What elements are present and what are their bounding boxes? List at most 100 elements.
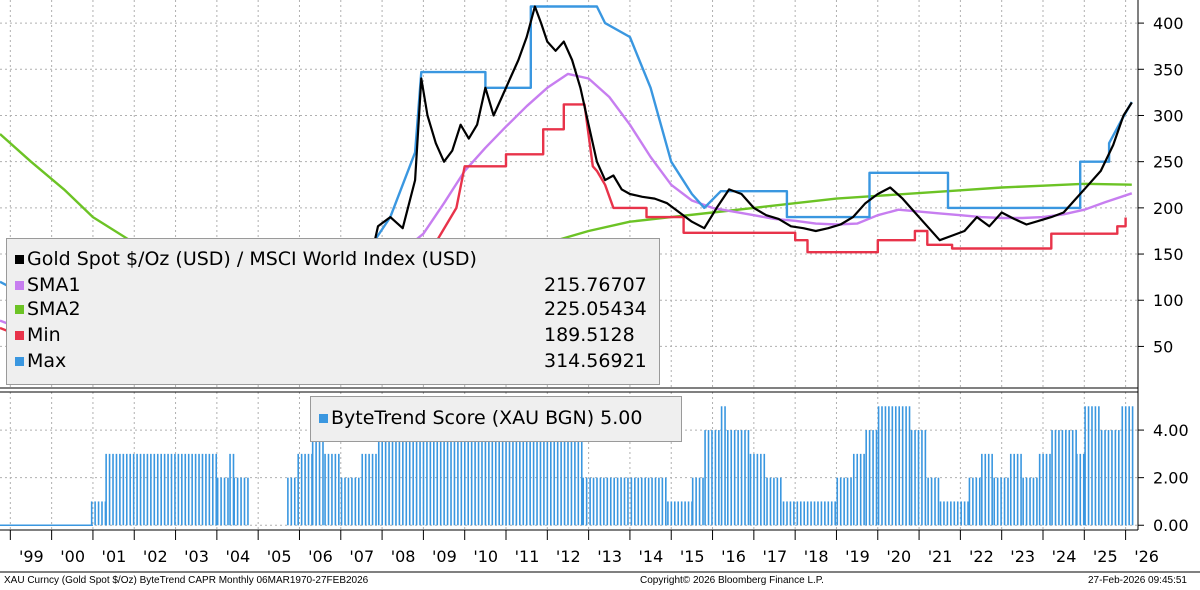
score-bar [375, 453, 377, 526]
score-bar [1087, 406, 1090, 526]
score-bar [950, 501, 952, 526]
score-bar [651, 477, 653, 526]
y-tick-label-bottom: 0.00 [1153, 516, 1189, 535]
legend-entry-max: Max [15, 349, 66, 373]
score-bar [163, 453, 166, 526]
legend-value-max: 314.56921 [544, 350, 647, 372]
score-bar [577, 430, 580, 526]
score-bar [747, 430, 750, 526]
score-bar [1111, 430, 1113, 526]
score-bar [789, 501, 792, 526]
score-bar [522, 430, 525, 526]
score-bar [167, 453, 169, 526]
score-bar [937, 477, 940, 526]
score-bar [512, 430, 514, 526]
score-bar [756, 453, 759, 526]
score-bar [661, 477, 664, 526]
score-bar [634, 477, 636, 526]
score-bar [216, 477, 219, 526]
score-bar [956, 501, 959, 526]
score-bar [894, 406, 897, 526]
score-bar [318, 430, 321, 526]
legend-swatch-sma2 [15, 305, 24, 314]
score-bar [658, 477, 660, 526]
price-y-axis: 50 100 150 200 250 300 350 400 [1138, 14, 1184, 356]
score-bar [290, 477, 293, 526]
score-bar [508, 430, 511, 526]
score-bar [494, 430, 497, 526]
score-bar [398, 430, 401, 526]
score-bar [322, 430, 324, 526]
score-bar [793, 501, 795, 526]
score-bar [711, 430, 713, 526]
score-bar [139, 453, 142, 526]
legend-entry-sma1: SMA1 [15, 273, 81, 297]
score-bar [549, 430, 552, 526]
x-tick-label: '02 [143, 547, 168, 566]
x-tick-label: '17 [762, 547, 787, 566]
score-bar [347, 477, 350, 526]
score-legend: ByteTrend Score (XAU BGN) 5.00 [310, 396, 682, 442]
score-bar [677, 501, 680, 526]
x-axis: '99 '00 '01 '02 '03 '04 '05 '06 '07 '08 '09 '10 '11 '… [9, 530, 1159, 566]
score-bar [891, 406, 894, 526]
score-bar [187, 453, 190, 526]
score-bar [898, 406, 901, 526]
score-bar [160, 453, 162, 526]
score-bar [737, 430, 739, 526]
score-bar [724, 406, 726, 526]
legend-swatch-max [15, 357, 24, 366]
score-bar [773, 477, 775, 526]
score-bar [377, 430, 380, 526]
score-bar [613, 477, 615, 526]
score-bar [852, 453, 855, 526]
score-bar [740, 430, 743, 526]
legend-swatch-score [319, 414, 328, 423]
score-bar [1128, 406, 1130, 526]
score-bar [539, 430, 542, 526]
x-tick-label: '15 [680, 547, 705, 566]
score-bar [220, 477, 222, 526]
score-bar [939, 501, 942, 526]
score-bar [1124, 406, 1127, 526]
score-bar [1058, 430, 1060, 526]
score-bar [968, 477, 971, 526]
score-bar [1076, 453, 1078, 526]
x-tick-label: '18 [804, 547, 829, 566]
x-tick-label: '26 [1134, 547, 1159, 566]
score-bar [1042, 453, 1044, 526]
score-bar [1065, 430, 1067, 526]
score-bar [546, 430, 549, 526]
score-bar [827, 501, 830, 526]
score-bar [836, 477, 839, 526]
score-bar [846, 477, 849, 526]
score-bar [108, 453, 111, 526]
score-bar [609, 477, 612, 526]
score-bar [924, 430, 927, 526]
score-bar [718, 430, 720, 526]
score-bar [1118, 430, 1120, 526]
score-bar [208, 453, 211, 526]
score-bar [1016, 453, 1019, 526]
score-bar [170, 453, 173, 526]
score-bar [744, 430, 746, 526]
score-bar [620, 477, 622, 526]
score-bar [680, 501, 683, 526]
score-bar [810, 501, 812, 526]
score-bar [307, 453, 310, 526]
y-tick-label-top: 200 [1153, 199, 1184, 218]
score-bar [136, 453, 138, 526]
score-bar [806, 501, 809, 526]
legend-value-sma1: 215.76707 [544, 274, 647, 296]
score-bar [391, 430, 394, 526]
score-bar [243, 477, 246, 526]
score-bar [436, 430, 439, 526]
score-bar [122, 453, 125, 526]
score-bar [1038, 453, 1041, 526]
score-bar [782, 501, 785, 526]
score-bar [236, 477, 239, 526]
score-bar [967, 501, 969, 526]
score-bar [877, 406, 880, 526]
score-bar [181, 453, 183, 526]
score-bar [331, 453, 333, 526]
